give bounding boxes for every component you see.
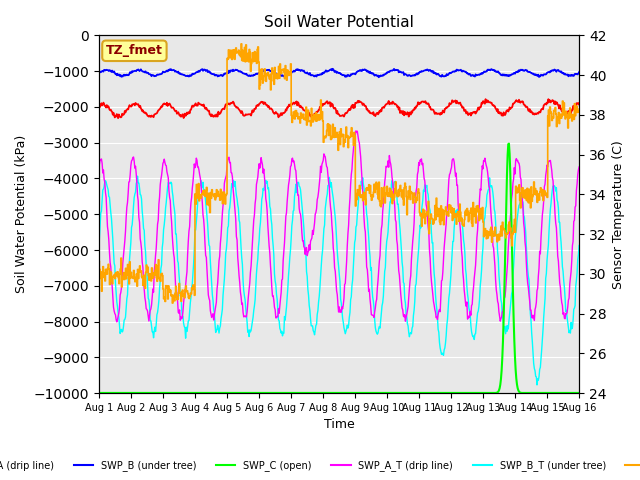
Text: TZ_fmet: TZ_fmet [106, 44, 163, 57]
Title: Soil Water Potential: Soil Water Potential [264, 15, 414, 30]
X-axis label: Time: Time [324, 419, 355, 432]
Legend: SWP_A (drip line), SWP_B (under tree), SWP_C (open), SWP_A_T (drip line), SWP_B_: SWP_A (drip line), SWP_B (under tree), S… [0, 456, 640, 475]
Y-axis label: Sensor Temperature (C): Sensor Temperature (C) [612, 140, 625, 288]
Y-axis label: Soil Water Potential (kPa): Soil Water Potential (kPa) [15, 135, 28, 293]
